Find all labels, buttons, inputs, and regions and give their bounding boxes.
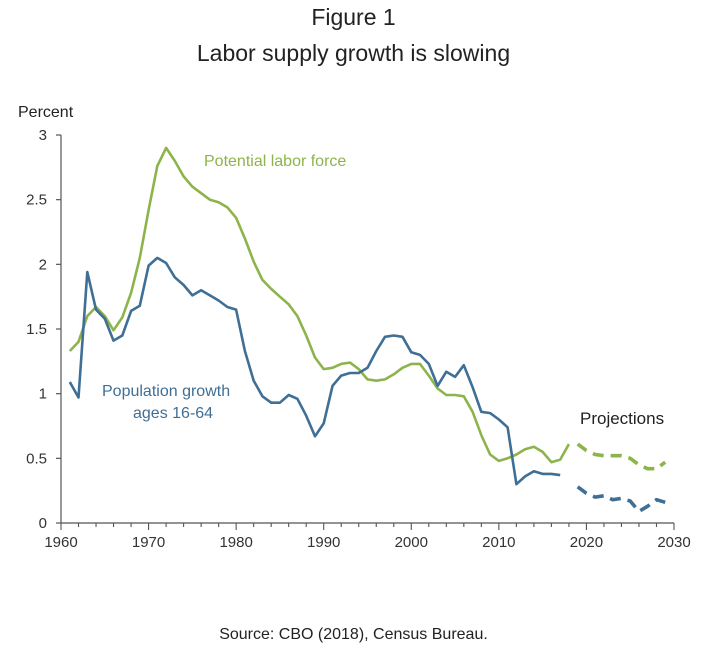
population-annotation-line1: Population growth xyxy=(102,383,230,400)
y-tick-label: 2.5 xyxy=(26,192,47,209)
labor-proj-line xyxy=(576,442,667,471)
y-axis-label: Percent xyxy=(18,104,74,121)
population-proj-line xyxy=(576,485,666,514)
y-tick-label: 2 xyxy=(39,256,47,273)
x-tick-label: 1960 xyxy=(44,534,77,551)
x-tick-label: 1990 xyxy=(307,534,340,551)
population-line xyxy=(68,256,561,486)
line-chart: Percent 0 0.5 1 1.5 2 2.5 3 1960 1970 1980 1990 200… xyxy=(18,104,691,551)
x-tick-label: 2030 xyxy=(657,534,690,551)
labor-force-annotation: Potential labor force xyxy=(204,153,346,170)
axes: 0 0.5 1 1.5 2 2.5 3 1960 1970 1980 1990 2000 2010 202… xyxy=(26,127,691,551)
x-tick-label: 1980 xyxy=(219,534,252,551)
series-group xyxy=(68,146,667,514)
labor-line xyxy=(68,146,571,464)
x-tick-label: 2010 xyxy=(482,534,515,551)
population-annotation-line2: ages 16-64 xyxy=(133,405,213,422)
x-tick-label: 2000 xyxy=(395,534,428,551)
y-tick-label: 3 xyxy=(39,127,47,144)
y-tick-label: 1 xyxy=(39,386,47,403)
source-note: Source: CBO (2018), Census Bureau. xyxy=(219,626,488,643)
y-tick-label: 0 xyxy=(39,515,47,532)
figure-title: Labor supply growth is slowing xyxy=(196,40,511,66)
x-tick-label: 2020 xyxy=(570,534,603,551)
y-tick-label: 0.5 xyxy=(26,450,47,467)
figure-number: Figure 1 xyxy=(311,4,396,30)
y-tick-label: 1.5 xyxy=(26,321,47,338)
x-tick-label: 1970 xyxy=(132,534,165,551)
projections-annotation: Projections xyxy=(580,409,664,428)
